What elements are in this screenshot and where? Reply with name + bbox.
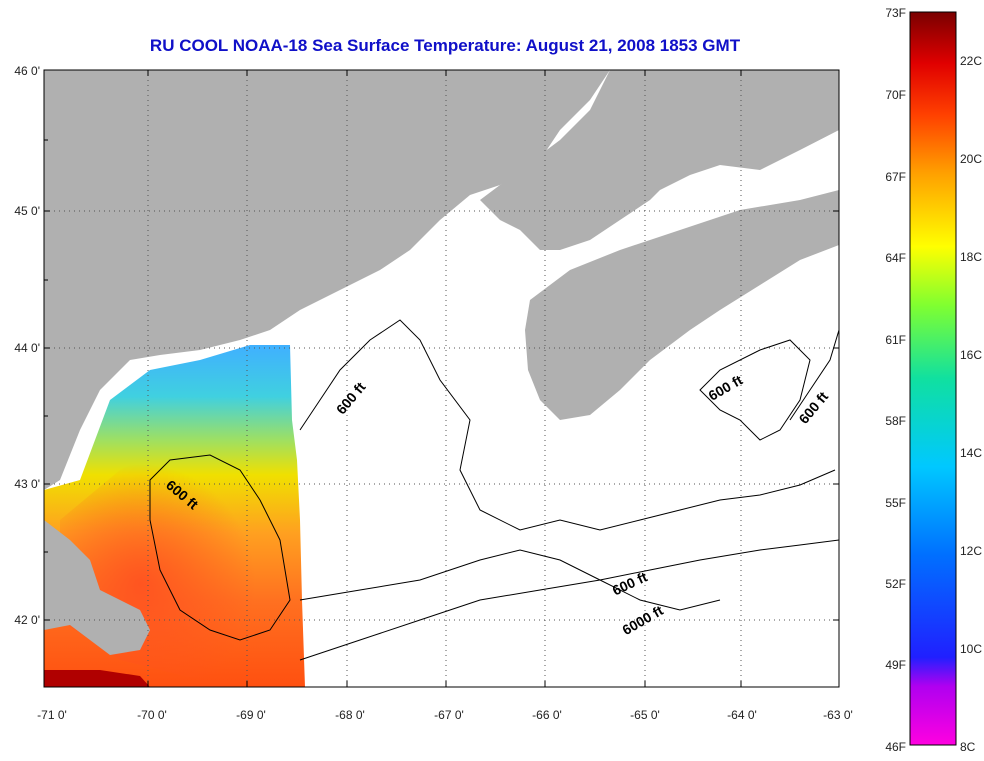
plot-frame bbox=[43, 69, 840, 688]
colorbar-f-label: 49F bbox=[885, 658, 906, 672]
lat-label: 46 0' bbox=[14, 64, 40, 78]
lon-label: -70 0' bbox=[137, 708, 167, 722]
colorbar-f-label: 70F bbox=[885, 88, 906, 102]
land-nova-scotia bbox=[525, 190, 839, 420]
contour-600ft-inner bbox=[299, 319, 836, 531]
colorbar-c-label: 8C bbox=[960, 740, 976, 754]
colorbar-c-label: 10C bbox=[960, 642, 983, 656]
colorbar bbox=[909, 11, 957, 746]
lon-label: -63 0' bbox=[823, 708, 853, 722]
lon-label: -69 0' bbox=[236, 708, 266, 722]
lon-label: -66 0' bbox=[532, 708, 562, 722]
colorbar-c-label: 22C bbox=[960, 54, 983, 68]
lon-label: -65 0' bbox=[630, 708, 660, 722]
colorbar-f-label: 67F bbox=[885, 170, 906, 184]
land-new-brunswick bbox=[480, 70, 839, 250]
colorbar-f-label: 52F bbox=[885, 577, 906, 591]
map-title: RU COOL NOAA-18 Sea Surface Temperature:… bbox=[149, 36, 741, 55]
colorbar-f-label: 58F bbox=[885, 414, 906, 428]
land-masses bbox=[44, 70, 839, 655]
axis-ticks bbox=[44, 69, 839, 687]
lat-label: 42 0' bbox=[14, 613, 40, 627]
colorbar-f-label: 61F bbox=[885, 333, 906, 347]
lat-label: 43 0' bbox=[14, 477, 40, 491]
colorbar-f-label: 55F bbox=[885, 496, 906, 510]
colorbar-c-label: 12C bbox=[960, 544, 983, 558]
colorbar-c-label: 14C bbox=[960, 446, 983, 460]
land-cape-cod bbox=[44, 520, 150, 655]
contour-600ft-scotian bbox=[699, 339, 811, 441]
lon-label: -64 0' bbox=[727, 708, 757, 722]
lon-label: -67 0' bbox=[434, 708, 464, 722]
colorbar-f-label: 64F bbox=[885, 251, 906, 265]
lat-label: 45 0' bbox=[14, 204, 40, 218]
lon-label: -71 0' bbox=[37, 708, 67, 722]
lon-label: -68 0' bbox=[335, 708, 365, 722]
contour-600ft-east bbox=[789, 329, 839, 421]
bathymetry-contours bbox=[149, 319, 839, 661]
contour-600ft-gulf bbox=[149, 454, 291, 641]
colorbar-c-label: 16C bbox=[960, 348, 983, 362]
sst-hot-spot bbox=[44, 670, 150, 687]
colorbar-f-label: 73F bbox=[885, 6, 906, 20]
colorbar-c-label: 20C bbox=[960, 152, 983, 166]
lat-label: 44 0' bbox=[14, 341, 40, 355]
contour-georges bbox=[299, 549, 721, 611]
colorbar-c-label: 18C bbox=[960, 250, 983, 264]
colorbar-f-label: 46F bbox=[885, 740, 906, 754]
land-new-england bbox=[44, 70, 610, 490]
